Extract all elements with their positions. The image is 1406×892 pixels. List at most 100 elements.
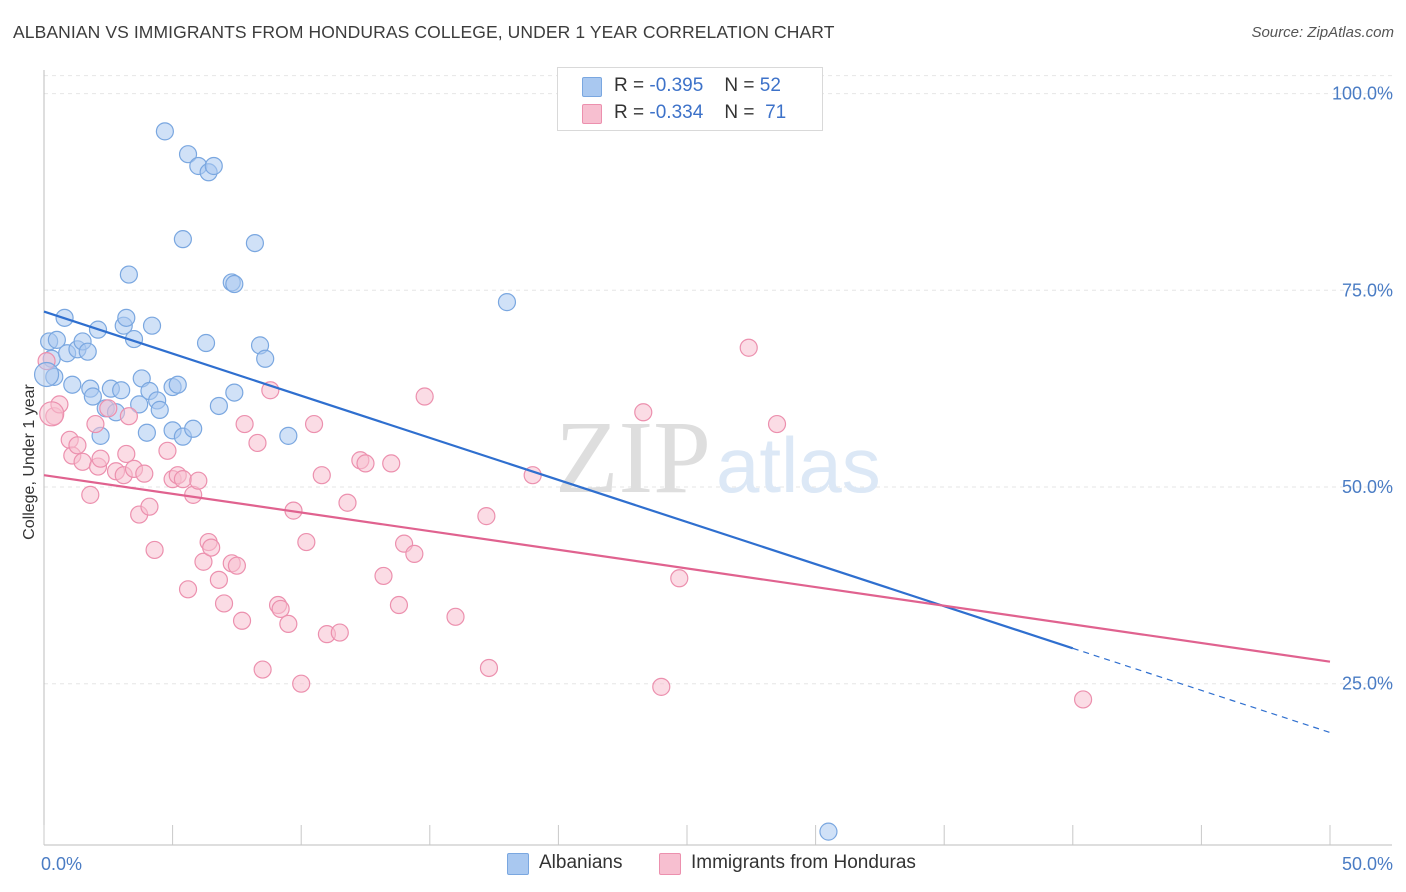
albanians-point (497, 293, 517, 312)
albanians-point (178, 145, 198, 164)
honduras-point (68, 436, 87, 455)
albanians-point (256, 349, 275, 368)
honduras-point (227, 556, 246, 575)
honduras-point (135, 464, 154, 483)
honduras-point (446, 607, 465, 626)
y-tick-label: 25.0% (1342, 674, 1393, 694)
honduras-point (389, 595, 409, 615)
honduras-point (202, 538, 221, 557)
honduras-point (140, 497, 159, 516)
tick-labels: 25.0% 50.0% 75.0% 100.0% 0.0% 50.0% (41, 84, 1393, 874)
albanians-point (184, 419, 203, 438)
albanians-point (196, 333, 216, 353)
honduras-point (91, 449, 110, 468)
honduras-point (356, 454, 375, 473)
bottom-legend-swatch-albanians (507, 853, 529, 875)
albanians-point (225, 274, 244, 294)
albanians-point (245, 233, 265, 253)
honduras-point (214, 594, 234, 613)
albanians-point (819, 822, 838, 841)
honduras-point (145, 540, 164, 560)
source-label: Source: ZipAtlas.com (1251, 24, 1394, 41)
honduras-point (158, 441, 177, 460)
honduras-point (330, 623, 349, 642)
axes (43, 70, 1392, 846)
albanians-point (130, 395, 149, 414)
honduras-point (382, 454, 401, 473)
honduras-point (99, 399, 118, 418)
honduras-point (374, 566, 393, 586)
honduras-point (194, 552, 213, 571)
honduras-point (477, 507, 496, 526)
albanians-point (155, 122, 174, 141)
honduras-point (73, 452, 92, 471)
honduras-point (279, 614, 298, 634)
watermark-atlas: atlas (716, 421, 881, 509)
albanians-point (225, 383, 244, 402)
legend-r-label: R = (614, 75, 645, 96)
legend-n-label: N = (724, 102, 755, 123)
legend-swatch-albanians (582, 77, 602, 97)
honduras-point (297, 532, 316, 552)
honduras-point (405, 544, 424, 563)
honduras-point (189, 471, 208, 490)
legend-r-value: -0.395 (649, 75, 704, 96)
albanians-point (168, 375, 187, 394)
albanians-point (137, 423, 156, 442)
y-axis-label: College, Under 1 year (21, 384, 38, 540)
y-tick-label: 50.0% (1342, 477, 1393, 497)
honduras-point (253, 660, 272, 679)
honduras-point (209, 570, 228, 589)
honduras-point (304, 414, 324, 434)
honduras-point (338, 493, 357, 512)
bottom-legend-swatch-honduras (659, 853, 681, 875)
honduras-point (232, 611, 252, 630)
honduras-point (415, 387, 434, 406)
honduras-point (235, 414, 254, 434)
honduras-trend-line (43, 474, 1331, 663)
albanians-point (78, 342, 97, 361)
albanians-trend-extension (1072, 647, 1331, 734)
legend-r-value: -0.334 (649, 102, 704, 123)
albanians-point (150, 400, 169, 419)
honduras-point-cluster (39, 401, 65, 427)
albanians-point-cluster (33, 361, 60, 388)
albanians-point (63, 375, 82, 394)
albanians-point (112, 381, 131, 400)
honduras-point (634, 403, 653, 422)
albanians-point (83, 387, 102, 406)
legend-n-value: 71 (765, 102, 787, 123)
legend-r-label: R = (614, 102, 645, 123)
bottom-legend-label-albanians: Albanians (539, 852, 623, 873)
honduras-point (81, 485, 100, 504)
honduras-point (173, 470, 192, 489)
honduras-point (86, 414, 105, 434)
albanians-point (279, 426, 298, 445)
watermark-zip: ZIP (555, 400, 711, 515)
x-tick-label: 50.0% (1342, 854, 1393, 874)
bottom-legend-label-honduras: Immigrants from Honduras (691, 852, 916, 873)
y-tick-label: 75.0% (1342, 280, 1393, 300)
albanians-point (142, 316, 162, 335)
watermark: ZIP atlas (555, 400, 881, 515)
legend-n-label: N = (724, 75, 755, 96)
y-tick-label: 100.0% (1332, 84, 1393, 104)
albanians-trend-line (43, 310, 1074, 650)
honduras-point (312, 466, 331, 485)
honduras-point (117, 444, 136, 464)
chart-title: ALBANIAN VS IMMIGRANTS FROM HONDURAS COL… (13, 22, 835, 42)
honduras-point (479, 658, 499, 678)
gridlines (44, 75, 1392, 685)
albanians-point (173, 230, 192, 249)
legend-swatch-honduras (582, 104, 602, 124)
stats-legend: R = -0.395 N = 52 R = -0.334 N = 71 (557, 67, 823, 131)
honduras-point (739, 338, 758, 357)
honduras-point (271, 599, 290, 619)
honduras-point (248, 433, 267, 453)
honduras-point (652, 677, 671, 696)
data-points (33, 122, 1093, 841)
albanians-point (204, 156, 223, 176)
albanians-point (209, 396, 228, 416)
x-tick-label: 0.0% (41, 854, 82, 874)
